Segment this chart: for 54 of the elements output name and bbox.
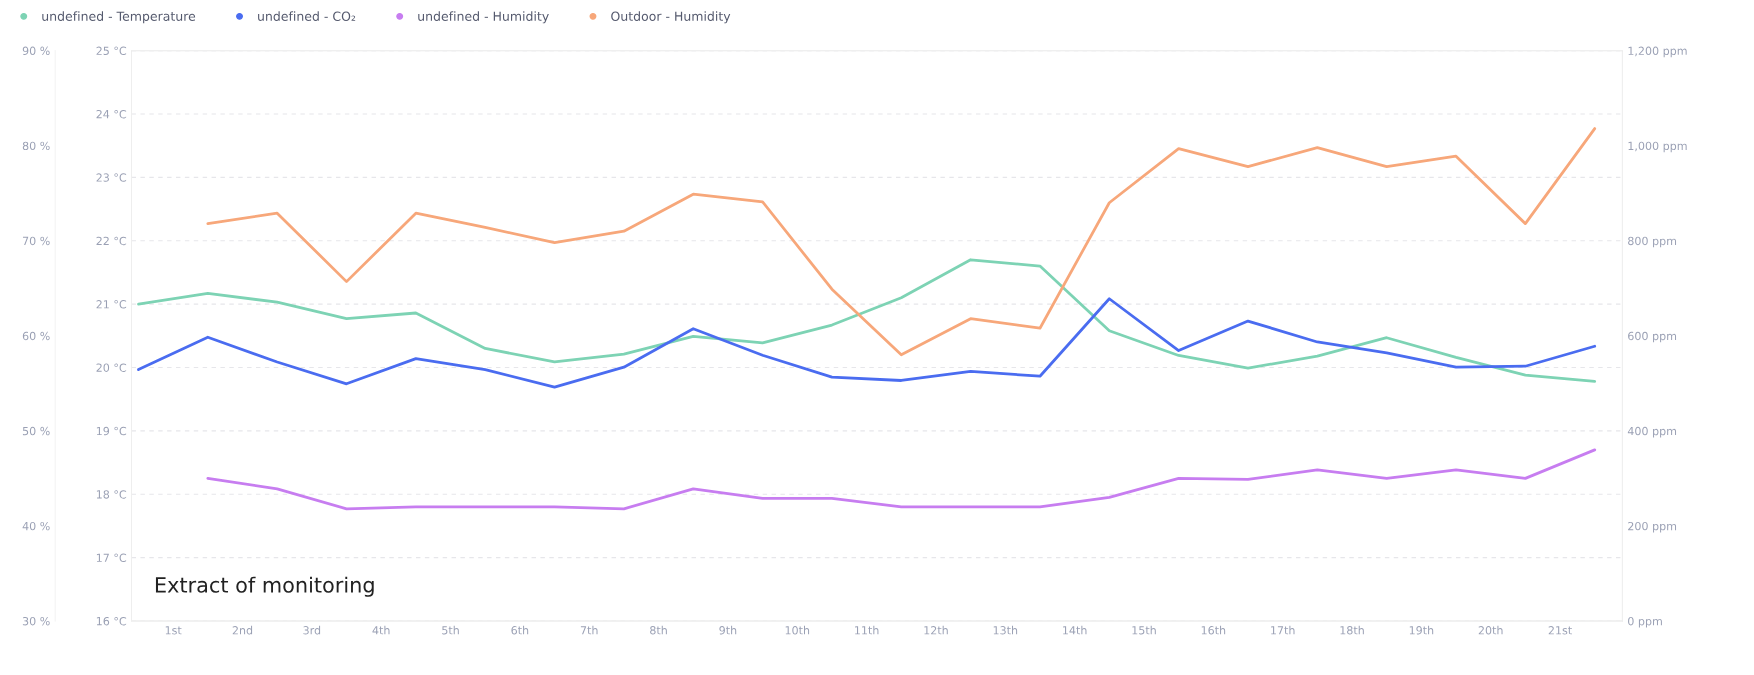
y-tick-label: 21 °C: [96, 300, 127, 309]
legend-label: undefined - Temperature: [42, 11, 196, 24]
y-tick-label: 24 °C: [96, 109, 127, 119]
y3-tick-label: 30 %: [22, 616, 50, 626]
x-tick-label: 17th: [1271, 625, 1295, 635]
x-tick-label: 12th: [924, 625, 948, 635]
x-tick-label: 6th: [511, 625, 529, 635]
x-tick-label: 9th: [719, 625, 737, 635]
line-series: [206, 448, 1597, 511]
annotation: Extract of monitoring: [155, 576, 374, 597]
x-tick-label: 10th: [785, 625, 810, 635]
x-tick-label: 5th: [442, 625, 459, 635]
x-tick-label: 8th: [650, 625, 667, 635]
x-tick-label: 16th: [1201, 625, 1226, 635]
y2-tick-label: 400 ppm: [1627, 426, 1677, 438]
x-tick-label: 3rd: [303, 625, 321, 635]
y3-tick-label: 80 %: [22, 141, 50, 151]
x-tick-label: 21st: [1548, 626, 1572, 635]
x-tick-label: 1st: [165, 626, 182, 635]
y2-tick-label: 1,200 ppm: [1628, 46, 1687, 58]
legend-label: undefined - Humidity: [418, 11, 549, 24]
y-tick-label: 20 °C: [96, 363, 127, 372]
line-series: [137, 297, 1597, 389]
y3-tick-label: 40 %: [22, 521, 50, 531]
x-tick-label: 19th: [1409, 625, 1434, 635]
legend-label: undefined - CO₂: [258, 11, 356, 21]
y3-tick-label: 90 %: [22, 46, 50, 55]
y2-tick-label: 800 ppm: [1628, 236, 1677, 248]
y-tick-label: 17 °C: [96, 553, 127, 562]
y-tick-label: 22 °C: [96, 236, 127, 246]
line-series: [206, 127, 1597, 357]
y-tick-label: 19 °C: [96, 426, 127, 436]
x-tick-label: 4th: [372, 625, 390, 635]
legend-label: Outdoor - Humidity: [611, 11, 731, 24]
y3-tick-label: 50 %: [22, 426, 50, 436]
x-tick-label: 13th: [993, 625, 1018, 635]
y3-tick-label: 70 %: [22, 236, 50, 246]
y2-tick-label: 0 ppm: [1628, 616, 1662, 628]
y-tick-label: 25 °C: [96, 46, 127, 55]
x-tick-label: 11th: [855, 625, 879, 635]
line-series: [137, 258, 1597, 383]
x-tick-label: 7th: [580, 625, 598, 635]
y2-tick-label: 200 ppm: [1628, 521, 1677, 533]
y-tick-label: 23 °C: [96, 173, 127, 182]
y2-tick-label: 600 ppm: [1628, 331, 1677, 343]
y-tick-label: 18 °C: [96, 490, 127, 499]
x-tick-label: 15th: [1132, 625, 1156, 635]
x-tick-label: 14th: [1063, 625, 1087, 635]
y-tick-label: 16 °C: [96, 616, 127, 626]
y2-tick-label: 1,000 ppm: [1628, 141, 1687, 153]
x-tick-label: 2nd: [232, 625, 253, 635]
y3-tick-label: 60 %: [22, 331, 50, 341]
x-tick-label: 20th: [1478, 625, 1503, 635]
x-tick-label: 18th: [1340, 625, 1364, 635]
